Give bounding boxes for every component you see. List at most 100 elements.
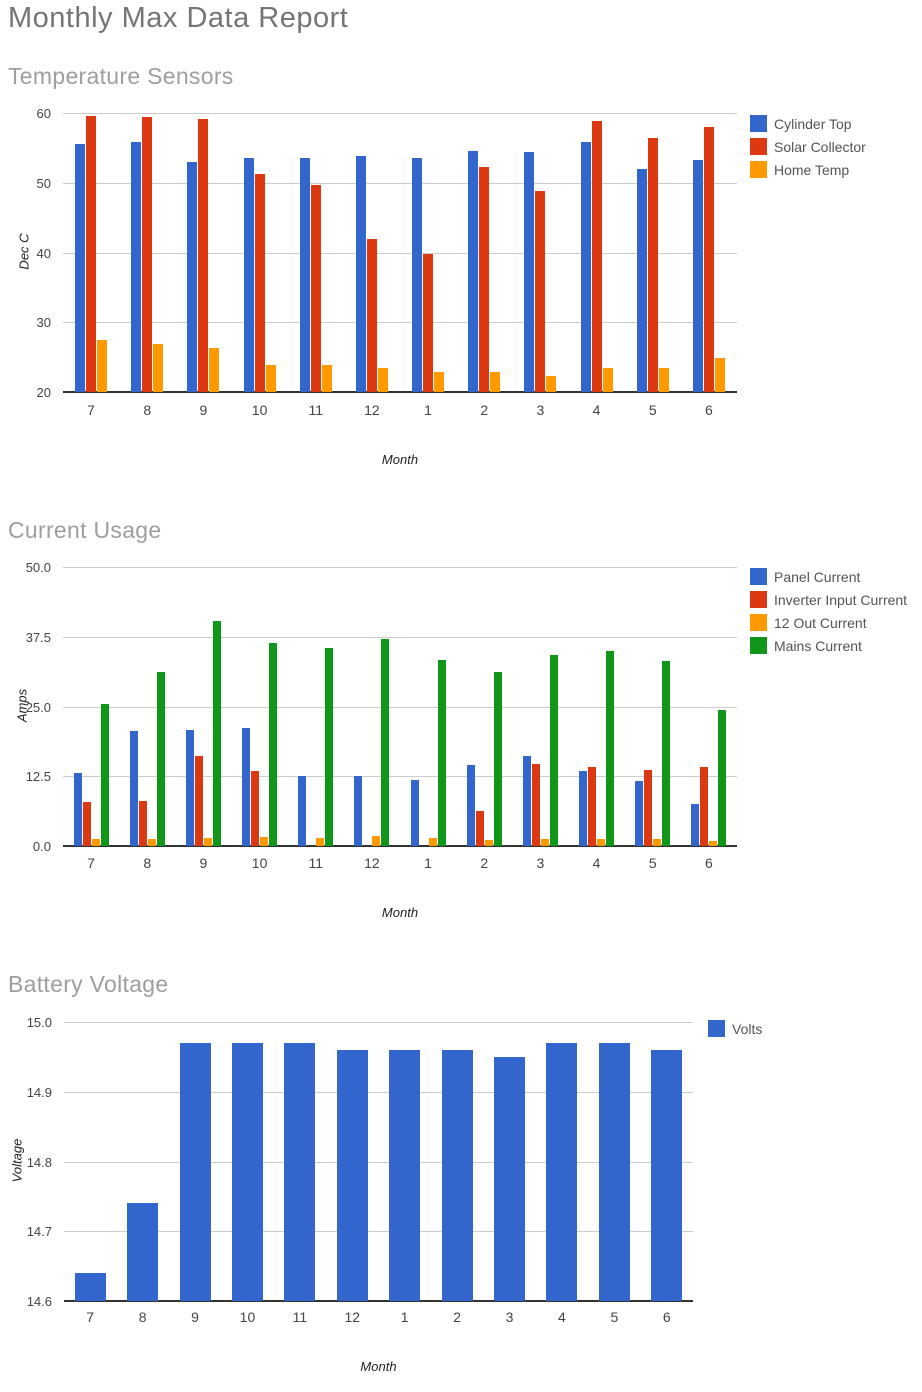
bar-volts-m8[interactable]	[127, 1203, 158, 1301]
bar-home-temp-m6[interactable]	[715, 357, 725, 392]
bar-home-temp-m11[interactable]	[322, 364, 332, 392]
x-tick-label: 2	[480, 402, 489, 418]
bar-cylinder-top-m12[interactable]	[356, 156, 366, 392]
bar-mains-current-m7[interactable]	[101, 704, 109, 846]
bar-volts-m5[interactable]	[599, 1042, 630, 1301]
bar-inverter-input-current-m5[interactable]	[644, 769, 652, 846]
bar-cylinder-top-m1[interactable]	[412, 157, 422, 392]
bar-cylinder-top-m2[interactable]	[468, 150, 478, 392]
legend-label-volts: Volts	[732, 1021, 763, 1037]
bar-inverter-input-current-m2[interactable]	[476, 810, 484, 846]
bar-cylinder-top-m10[interactable]	[244, 158, 254, 392]
bar-panel-current-m6[interactable]	[691, 804, 699, 846]
bar-cylinder-top-m7[interactable]	[75, 144, 85, 392]
bar-home-temp-m5[interactable]	[659, 368, 669, 392]
bar-12-out-current-m5[interactable]	[653, 838, 661, 846]
bar-cylinder-top-m4[interactable]	[581, 142, 591, 392]
bar-mains-current-m10[interactable]	[269, 642, 277, 846]
bar-home-temp-m12[interactable]	[378, 368, 388, 392]
bar-mains-current-m12[interactable]	[381, 638, 389, 846]
bar-12-out-current-m3[interactable]	[541, 839, 549, 846]
bar-mains-current-m8[interactable]	[157, 672, 165, 846]
bar-solar-collector-m10[interactable]	[255, 174, 265, 392]
bar-mains-current-m4[interactable]	[606, 650, 614, 846]
bar-panel-current-m9[interactable]	[186, 730, 194, 846]
bar-12-out-current-m8[interactable]	[148, 839, 156, 846]
bar-mains-current-m3[interactable]	[550, 655, 558, 846]
bar-home-temp-m8[interactable]	[153, 343, 163, 392]
bar-solar-collector-m2[interactable]	[479, 166, 489, 392]
bar-volts-m12[interactable]	[337, 1049, 368, 1301]
bar-volts-m10[interactable]	[232, 1042, 263, 1301]
bar-cylinder-top-m11[interactable]	[300, 157, 310, 392]
bar-inverter-input-current-m4[interactable]	[588, 766, 596, 846]
bar-panel-current-m8[interactable]	[130, 731, 138, 846]
bar-cylinder-top-m6[interactable]	[693, 160, 703, 392]
bar-solar-collector-m6[interactable]	[704, 126, 714, 392]
bar-inverter-input-current-m3[interactable]	[532, 763, 540, 846]
bar-panel-current-m10[interactable]	[242, 728, 250, 846]
bar-cylinder-top-m8[interactable]	[131, 141, 141, 392]
bar-volts-m3[interactable]	[494, 1056, 525, 1301]
bar-mains-current-m6[interactable]	[718, 709, 726, 846]
bar-12-out-current-m12[interactable]	[372, 835, 380, 846]
bar-solar-collector-m12[interactable]	[367, 239, 377, 392]
bar-12-out-current-m7[interactable]	[92, 839, 100, 846]
bar-12-out-current-m6[interactable]	[709, 840, 717, 846]
bar-home-temp-m9[interactable]	[209, 348, 219, 392]
bar-volts-m6[interactable]	[651, 1049, 682, 1301]
bar-volts-m1[interactable]	[389, 1049, 420, 1301]
bar-panel-current-m11[interactable]	[298, 776, 306, 846]
bar-mains-current-m5[interactable]	[662, 660, 670, 846]
bar-solar-collector-m1[interactable]	[423, 253, 433, 392]
bar-solar-collector-m3[interactable]	[535, 191, 545, 392]
bar-inverter-input-current-m10[interactable]	[251, 770, 259, 846]
bar-panel-current-m4[interactable]	[579, 771, 587, 846]
bar-panel-current-m5[interactable]	[635, 780, 643, 846]
bar-solar-collector-m7[interactable]	[86, 115, 96, 392]
bar-solar-collector-m5[interactable]	[648, 138, 658, 392]
bar-volts-m7[interactable]	[75, 1273, 106, 1301]
bar-home-temp-m1[interactable]	[434, 371, 444, 392]
bar-solar-collector-m4[interactable]	[592, 120, 602, 392]
bar-home-temp-m10[interactable]	[266, 364, 276, 392]
bar-inverter-input-current-m9[interactable]	[195, 756, 203, 846]
bar-panel-current-m3[interactable]	[523, 756, 531, 846]
bar-volts-m4[interactable]	[546, 1042, 577, 1301]
bar-volts-m9[interactable]	[180, 1042, 211, 1301]
x-tick-label: 1	[400, 1309, 409, 1325]
x-tick-label: 11	[308, 402, 323, 418]
bar-solar-collector-m11[interactable]	[311, 184, 321, 392]
bar-cylinder-top-m5[interactable]	[637, 169, 647, 392]
bar-cylinder-top-m9[interactable]	[187, 161, 197, 392]
y-tick-label: 15.0	[26, 1015, 52, 1030]
bar-12-out-current-m1[interactable]	[429, 838, 437, 846]
bar-panel-current-m7[interactable]	[74, 772, 82, 846]
bar-12-out-current-m2[interactable]	[485, 840, 493, 846]
bar-home-temp-m7[interactable]	[97, 340, 107, 392]
bar-solar-collector-m8[interactable]	[142, 117, 152, 392]
bar-inverter-input-current-m8[interactable]	[139, 801, 147, 846]
bar-panel-current-m12[interactable]	[354, 775, 362, 846]
bar-volts-m11[interactable]	[284, 1042, 315, 1301]
bar-inverter-input-current-m7[interactable]	[83, 801, 91, 846]
bar-panel-current-m2[interactable]	[467, 765, 475, 846]
bar-volts-m2[interactable]	[442, 1049, 473, 1301]
bar-mains-current-m11[interactable]	[325, 648, 333, 846]
bar-12-out-current-m10[interactable]	[260, 836, 268, 846]
bar-solar-collector-m9[interactable]	[198, 118, 208, 392]
bar-12-out-current-m11[interactable]	[316, 837, 324, 846]
bar-cylinder-top-m3[interactable]	[524, 152, 534, 392]
bar-mains-current-m2[interactable]	[494, 671, 502, 846]
x-tick-label: 4	[592, 855, 601, 871]
bar-mains-current-m9[interactable]	[213, 621, 221, 846]
bar-panel-current-m1[interactable]	[411, 779, 419, 846]
bar-12-out-current-m9[interactable]	[204, 838, 212, 846]
bar-home-temp-m4[interactable]	[603, 368, 613, 392]
bar-12-out-current-m4[interactable]	[597, 839, 605, 846]
bar-home-temp-m2[interactable]	[490, 371, 500, 392]
bar-inverter-input-current-m6[interactable]	[700, 766, 708, 846]
bar-home-temp-m3[interactable]	[546, 375, 556, 392]
bar-mains-current-m1[interactable]	[438, 660, 446, 846]
